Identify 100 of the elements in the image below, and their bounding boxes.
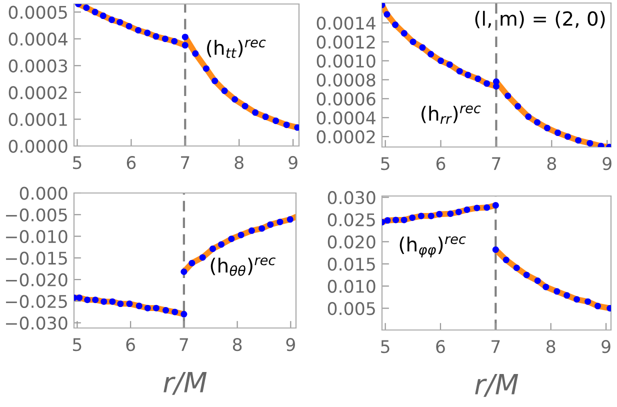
point <box>419 44 426 51</box>
x-tick-label: 9 <box>286 338 295 352</box>
point <box>544 124 550 132</box>
point <box>248 227 255 234</box>
point <box>152 304 160 312</box>
point <box>455 208 462 216</box>
point <box>474 76 482 82</box>
annotation: (h$_{tt}$)$^{rec}$ <box>207 40 266 58</box>
point <box>238 232 244 238</box>
x-tick-label: 9 <box>602 340 610 354</box>
point <box>464 72 472 78</box>
x-tick-label: 9 <box>288 156 298 170</box>
y-tick-label: 0.0014 <box>316 16 376 30</box>
point <box>242 102 248 110</box>
point <box>384 11 390 18</box>
annotation: (h$_{φφ}$)$^{rec}$ <box>400 236 466 258</box>
point <box>76 294 83 301</box>
y-tick-label: 0.025 <box>328 213 375 226</box>
x-tick-label: 6 <box>126 338 135 352</box>
point <box>286 216 294 223</box>
y-tick-label: −0.030 <box>6 316 68 330</box>
y-tick-label: −0.005 <box>6 208 67 222</box>
point <box>474 204 480 212</box>
point <box>232 96 238 103</box>
point <box>144 304 151 312</box>
point <box>564 133 572 140</box>
point <box>209 246 216 252</box>
point <box>100 298 108 305</box>
point <box>525 113 532 120</box>
point <box>218 241 225 248</box>
point <box>182 34 188 40</box>
point <box>534 119 541 126</box>
y-tick-label: 0.030 <box>328 191 376 204</box>
y-tick-label: 0.0012 <box>316 36 375 49</box>
point <box>252 109 259 116</box>
x-tick-label: 6 <box>126 156 136 170</box>
x-tick-label: 8 <box>234 156 244 170</box>
point <box>438 58 444 64</box>
point <box>258 225 266 232</box>
point <box>144 30 151 36</box>
point <box>484 204 490 211</box>
point <box>180 268 188 276</box>
point <box>584 298 592 305</box>
point <box>554 130 562 136</box>
point <box>484 80 490 87</box>
annotation: (l, m) = (2, 0) <box>475 10 605 28</box>
point <box>464 206 470 214</box>
point <box>594 302 602 310</box>
point <box>152 33 160 40</box>
x-tick-label: 8 <box>547 157 556 170</box>
point <box>202 65 210 72</box>
x-axis-title: r/M <box>164 372 207 395</box>
point <box>447 210 454 218</box>
x-tick-label: 5 <box>73 156 82 170</box>
point <box>492 78 500 85</box>
point <box>92 296 99 304</box>
point <box>109 298 116 305</box>
x-tick-label: 7 <box>180 338 188 351</box>
annotation: (h$_{θθ}$)$^{rec}$ <box>210 257 276 276</box>
point <box>564 292 570 299</box>
point <box>410 38 416 46</box>
point <box>513 264 520 272</box>
point <box>188 260 196 266</box>
y-tick-label: 0.0005 <box>8 6 67 19</box>
point <box>502 256 510 264</box>
point <box>574 296 580 303</box>
y-tick-label: 0.020 <box>328 235 376 249</box>
x-tick-label: 9 <box>602 157 612 170</box>
y-tick-label: 0.0002 <box>8 86 67 100</box>
point <box>276 218 284 226</box>
x-tick-label: 5 <box>381 157 390 170</box>
point <box>436 210 443 218</box>
point <box>428 50 434 58</box>
point <box>446 61 453 68</box>
x-tick-label: 5 <box>73 338 82 352</box>
point <box>514 103 522 110</box>
point <box>428 212 434 220</box>
y-tick-label: −0.010 <box>6 230 68 244</box>
point <box>221 88 228 94</box>
point <box>384 217 391 224</box>
point <box>272 118 280 124</box>
point <box>523 272 530 278</box>
y-tick-label: 0.0008 <box>316 73 376 87</box>
y-tick-label: 0.0004 <box>316 111 376 124</box>
y-tick-label: −0.015 <box>6 252 67 265</box>
y-tick-label: 0.0004 <box>8 32 68 46</box>
point <box>542 284 550 290</box>
x-tick-label: 7 <box>492 340 500 353</box>
point <box>116 18 124 26</box>
point <box>586 140 594 146</box>
point <box>108 16 116 24</box>
point <box>117 300 124 308</box>
point <box>400 30 408 37</box>
point <box>192 50 199 57</box>
point <box>267 221 274 228</box>
x-tick-label: 6 <box>436 157 446 170</box>
x-tick-label: 7 <box>492 157 500 170</box>
y-tick-label: −0.025 <box>6 294 67 308</box>
point <box>409 214 416 221</box>
point <box>92 8 98 16</box>
